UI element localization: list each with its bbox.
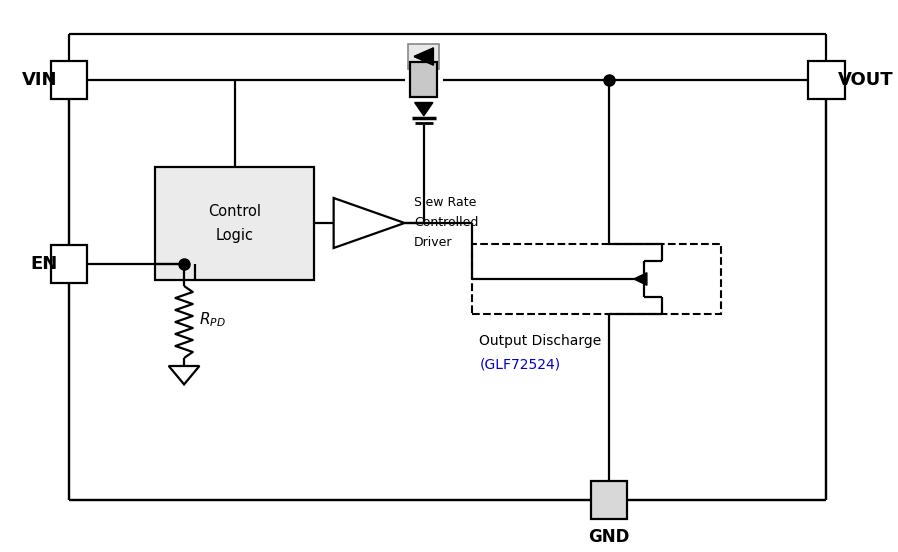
Text: EN: EN	[31, 255, 57, 273]
Text: Slew Rate: Slew Rate	[414, 197, 477, 210]
Text: Logic: Logic	[216, 228, 254, 243]
Bar	[591, 481, 627, 519]
Polygon shape	[414, 48, 434, 65]
Bar	[155, 167, 314, 280]
Text: GND: GND	[588, 528, 629, 546]
Text: Output Discharge: Output Discharge	[480, 334, 602, 348]
Text: Controlled: Controlled	[414, 216, 479, 230]
Text: Driver: Driver	[414, 236, 453, 250]
Text: (GLF72524): (GLF72524)	[480, 358, 560, 372]
Polygon shape	[414, 48, 434, 65]
Bar	[410, 62, 437, 98]
Text: $R_{PD}$: $R_{PD}$	[199, 311, 226, 330]
Bar	[471, 244, 721, 314]
Text: Control: Control	[208, 204, 261, 219]
Bar	[51, 245, 87, 283]
Text: VOUT: VOUT	[838, 71, 894, 89]
Text: VIN: VIN	[22, 71, 57, 89]
Polygon shape	[634, 273, 647, 285]
Bar	[51, 61, 87, 99]
Polygon shape	[415, 103, 433, 116]
Bar	[409, 44, 439, 69]
Bar	[808, 61, 845, 99]
